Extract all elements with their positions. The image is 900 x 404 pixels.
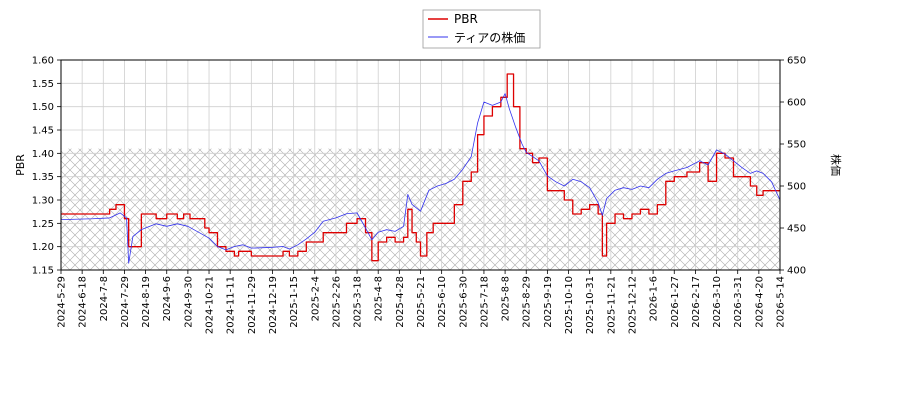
grid: [60, 59, 781, 271]
x-tick-label: 2025-4-8: [374, 276, 385, 321]
x-tick-label: 2024-12-19: [268, 276, 279, 334]
x-tick-label: 2024-9-6: [162, 276, 173, 321]
legend-label-pbr: PBR: [454, 12, 478, 26]
left-tick-label: 1.35: [32, 172, 54, 183]
x-tick-label: 2025-3-18: [353, 276, 364, 328]
right-tick-label: 550: [787, 140, 806, 151]
x-tick-label: 2025-8-8: [501, 276, 512, 321]
x-tick-label: 2024-11-11: [226, 276, 237, 334]
series-layer: [61, 73, 780, 264]
legend-label-stock-price: ティアの株価: [454, 30, 525, 45]
right-tick-label: 400: [787, 266, 806, 277]
left-axis-ticks: 1.15 1.20 1.25 1.30 1.35 1.40 1.45 1.50 1.55 1.60: [32, 56, 61, 277]
x-tick-label: 2025-2-4: [310, 276, 321, 321]
y-axis-left-title: PBR: [14, 154, 27, 176]
x-tick-label: 2025-8-29: [522, 276, 533, 328]
right-axis-ticks: 400 450 500 550 600 650: [780, 56, 806, 277]
x-tick-label: 2025-4-28: [395, 276, 406, 328]
left-tick-label: 1.40: [32, 149, 54, 160]
y-axis-right-title: 株価: [829, 154, 843, 176]
left-tick-label: 1.55: [32, 79, 54, 90]
x-tick-label: 2026-3-31: [733, 276, 744, 328]
x-tick-label: 2025-6-30: [458, 276, 469, 328]
x-tick-label: 2024-10-21: [205, 276, 216, 334]
x-axis-ticks: 2024-5-29 2024-6-18 2024-7-8 2024-7-29 2024-…: [57, 270, 787, 334]
x-tick-label: 2026-2-17: [691, 276, 702, 328]
left-tick-label: 1.30: [32, 196, 54, 207]
x-tick-label: 2024-7-29: [120, 276, 131, 328]
x-tick-label: 2026-4-20: [754, 276, 765, 328]
legend-box: [422, 9, 541, 49]
left-tick-label: 1.60: [32, 56, 54, 67]
right-tick-label: 500: [787, 182, 806, 193]
x-tick-label: 2024-9-30: [183, 276, 194, 328]
right-tick-label: 450: [787, 224, 806, 235]
x-tick-label: 2024-5-29: [57, 276, 68, 328]
series-line-stock-price: [61, 93, 780, 264]
x-tick-label: 2024-6-18: [78, 276, 89, 328]
x-tick-label: 2024-11-29: [247, 276, 258, 334]
x-tick-label: 2025-11-21: [606, 276, 617, 334]
x-tick-label: 2026-1-6: [649, 276, 660, 321]
x-tick-label: 2025-12-12: [627, 276, 638, 334]
legend: PBR ティアの株価: [422, 9, 541, 49]
x-tick-label: 2025-9-19: [543, 276, 554, 328]
left-tick-label: 1.20: [32, 242, 54, 253]
x-tick-label: 2025-10-31: [585, 276, 596, 334]
x-tick-label: 2025-5-21: [416, 276, 427, 328]
x-tick-label: 2025-10-10: [564, 276, 575, 334]
series-line-pbr: [61, 73, 780, 262]
x-tick-label: 2025-6-10: [437, 276, 448, 328]
x-tick-label: 2025-7-18: [479, 276, 490, 328]
x-tick-label: 2025-2-26: [331, 276, 342, 328]
x-tick-label: 2025-1-15: [289, 276, 300, 328]
x-tick-label: 2026-1-27: [670, 276, 681, 328]
x-tick-label: 2024-8-19: [141, 276, 152, 328]
right-tick-label: 650: [787, 56, 806, 67]
left-tick-label: 1.25: [32, 219, 54, 230]
right-tick-label: 600: [787, 98, 806, 109]
x-tick-label: 2026-3-10: [712, 276, 723, 328]
left-tick-label: 1.45: [32, 126, 54, 137]
left-tick-label: 1.15: [32, 266, 54, 277]
left-tick-label: 1.50: [32, 102, 54, 113]
x-tick-label: 2026-5-14: [776, 276, 787, 328]
x-tick-label: 2024-7-8: [99, 276, 110, 321]
